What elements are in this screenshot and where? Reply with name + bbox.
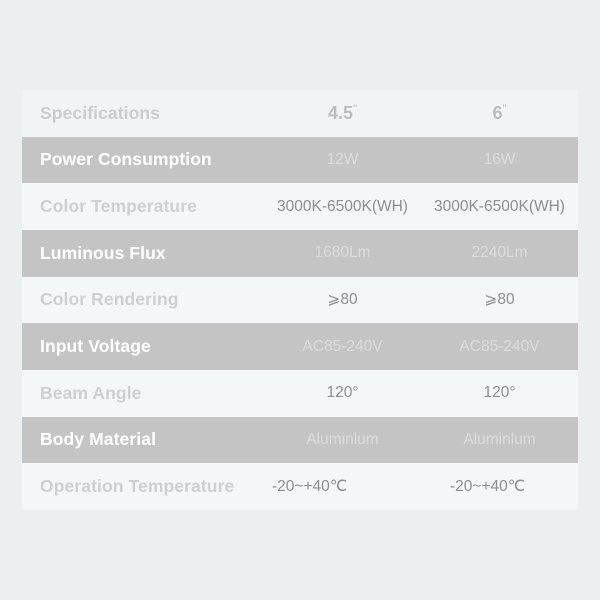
row-value-col2: 3000K-6500K(WH) [434, 197, 565, 215]
header-column-1-size: 4.5 [328, 102, 354, 123]
table-row: Color Temperature 3000K-6500K(WH) 3000K-… [22, 183, 578, 230]
table-row: Luminous Flux 1680Lm 2240Lm [22, 229, 578, 277]
row-value-col1: 12W [326, 150, 359, 168]
row-value-col1: 1680Lm [314, 244, 371, 262]
row-label: Color Rendering [40, 289, 179, 310]
row-label: Luminous Flux [40, 242, 166, 263]
row-value-col2: ⩾80 [484, 291, 515, 309]
row-value-col1: 120° [326, 384, 359, 402]
row-value-col1: -20~+40℃ [272, 478, 348, 496]
header-column-1: 4.5" [264, 103, 421, 124]
row-label: Body Material [40, 429, 157, 450]
table-row: Color Rendering ⩾80 ⩾80 [22, 276, 578, 324]
inch-mark-icon: " [502, 102, 507, 115]
row-label: Color Temperature [40, 196, 197, 217]
row-label: Power Consumption [40, 149, 212, 170]
table-header-row: Specifications 4.5" 6" [22, 90, 578, 137]
header-label-specifications: Specifications [40, 102, 161, 123]
header-column-2-size: 6 [492, 102, 503, 123]
header-column-2: 6" [421, 103, 578, 124]
row-value-col2: 16W [483, 150, 516, 168]
row-label: Input Voltage [40, 336, 151, 357]
table-row: Input Voltage AC85-240V AC85-240V [22, 323, 578, 370]
row-value-col1: ⩾80 [327, 291, 358, 309]
row-value-col2: 120° [483, 384, 516, 402]
row-value-col2: Aluminlum [463, 430, 536, 448]
row-label: Operation Temperature [40, 476, 235, 497]
row-label: Beam Angle [40, 382, 142, 403]
table-row: Beam Angle 120° 120° [22, 369, 578, 417]
row-value-col1: AC85-240V [302, 337, 383, 355]
inch-mark-icon: " [353, 102, 357, 115]
table-row: Power Consumption 12W 16W [22, 136, 578, 184]
row-value-col1: 3000K-6500K(WH) [277, 197, 408, 215]
row-value-col2: AC85-240V [459, 337, 540, 355]
row-value-col2: 2240Lm [471, 244, 528, 262]
table-row: Operation Temperature -20~+40℃ -20~+40℃ [22, 463, 578, 510]
table-row: Body Material Aluminlum Aluminlum [22, 416, 578, 464]
row-value-col2: -20~+40℃ [450, 478, 526, 496]
row-value-col1: Aluminlum [306, 430, 379, 448]
specifications-table: Specifications 4.5" 6" Power Consumption… [22, 90, 578, 510]
